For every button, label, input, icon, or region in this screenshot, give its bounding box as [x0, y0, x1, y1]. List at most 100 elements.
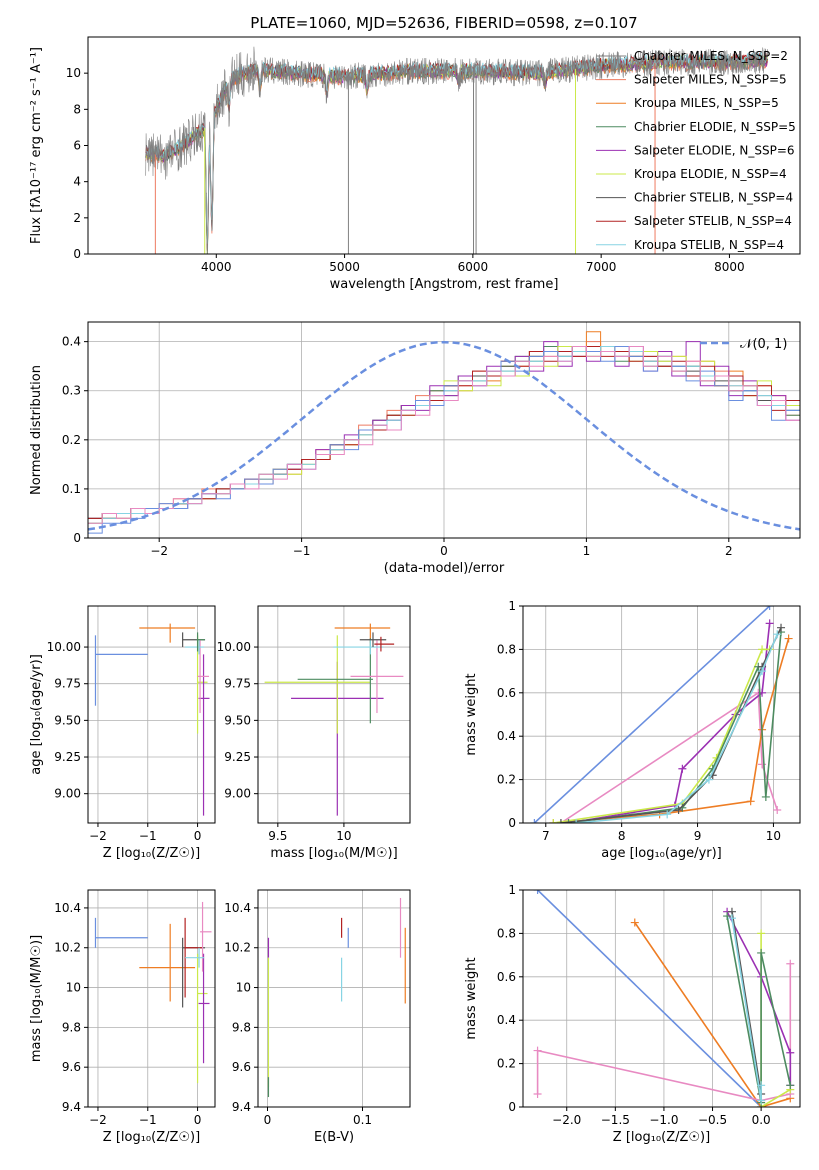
- y-tick-label: 0: [508, 1100, 516, 1114]
- y-tick-label: 2: [73, 211, 81, 225]
- x-tick-label: −2: [89, 829, 107, 843]
- plot-frame: [522, 889, 801, 1108]
- legend-label: Kroupa MILES, N_SSP=5: [634, 96, 779, 110]
- weight-marker: [678, 764, 687, 773]
- weight-marker: [773, 805, 782, 814]
- x-tick-label: −1: [139, 1113, 157, 1127]
- x-tick-label: 9: [694, 829, 702, 843]
- weight-marker: [761, 792, 770, 801]
- y-tick-label: 10.2: [224, 941, 251, 955]
- x-tick-label: 8000: [714, 260, 745, 274]
- chart-title: PLATE=1060, MJD=52636, FIBERID=0598, z=0…: [250, 14, 637, 32]
- y-tick-label: 0.4: [62, 335, 81, 349]
- legend-label: Salpeter STELIB, N_SSP=4: [634, 214, 792, 228]
- weight-marker: [757, 929, 766, 938]
- x-tick-label: −1.0: [649, 1113, 678, 1127]
- x-tick-label: 0: [194, 1113, 202, 1127]
- y-tick-label: 10: [66, 66, 81, 80]
- y-tick-label: 4: [73, 175, 81, 189]
- weight-line: [533, 606, 771, 823]
- errorbar-group: [94, 901, 212, 1084]
- x-tick-label: −1: [293, 544, 311, 558]
- y-tick-label: 8: [73, 102, 81, 116]
- histogram-series: [88, 346, 800, 524]
- x-axis-label: age [log₁₀(age/yr)]: [601, 846, 722, 861]
- y-tick-label: 9.6: [62, 1060, 81, 1074]
- x-tick-label: −1.5: [601, 1113, 630, 1127]
- weight-line: [568, 623, 771, 823]
- y-tick-label: 0.8: [497, 926, 516, 940]
- weight-marker: [564, 819, 573, 823]
- y-tick-label: 10.00: [217, 640, 251, 654]
- y-tick-label: 9.8: [62, 1020, 81, 1034]
- legend-label: Chabrier ELODIE, N_SSP=5: [634, 120, 796, 134]
- plot-frame: [87, 321, 801, 539]
- x-axis-label: mass [log₁₀(M/M☉)]: [270, 846, 397, 861]
- histogram-series: [88, 346, 800, 524]
- weight-marker: [727, 914, 736, 923]
- x-tick-label: −2.0: [552, 1113, 581, 1127]
- y-tick-label: 0.4: [497, 729, 516, 743]
- x-tick-label: 0.1: [353, 1113, 372, 1127]
- weight-marker: [757, 1096, 766, 1105]
- errorbar-group: [264, 623, 404, 816]
- y-tick-label: 9.25: [224, 750, 251, 764]
- y-tick-label: 10: [236, 981, 251, 995]
- weight-marker: [533, 890, 542, 894]
- x-axis-label: (data-model)/error: [384, 561, 505, 576]
- weight-marker: [773, 630, 782, 639]
- spectrum-data-line: [145, 46, 768, 254]
- y-tick-label: 10.4: [224, 901, 251, 915]
- weight-lines: [530, 606, 793, 823]
- x-tick-label: 1: [583, 544, 591, 558]
- y-tick-label: 10.00: [47, 640, 81, 654]
- weight-line: [726, 911, 792, 1086]
- x-tick-label: −2: [150, 544, 168, 558]
- histogram-series: [88, 341, 800, 519]
- x-tick-label: 2: [725, 544, 733, 558]
- x-tick-label: 0.0: [752, 1113, 771, 1127]
- y-tick-label: 0.1: [62, 482, 81, 496]
- y-tick-label: 9.75: [54, 677, 81, 691]
- legend-label: Salpeter MILES, N_SSP=5: [634, 73, 787, 87]
- y-tick-label: 9.00: [224, 787, 251, 801]
- weight-marker: [549, 819, 558, 823]
- x-axis-label: Z [log₁₀(Z/Z☉)]: [613, 1130, 710, 1145]
- weight-marker: [674, 805, 683, 814]
- weight-marker: [572, 819, 581, 823]
- y-tick-label: 0.2: [62, 433, 81, 447]
- x-tick-label: 0: [264, 1113, 272, 1127]
- y-tick-label: 0.2: [497, 1057, 516, 1071]
- y-tick-label: 10.2: [54, 941, 81, 955]
- histogram-series: [88, 346, 800, 519]
- legend-label: Kroupa ELODIE, N_SSP=4: [634, 167, 787, 181]
- y-tick-label: 6: [73, 139, 81, 153]
- y-axis-label: mass weight: [464, 673, 479, 755]
- weight-marker: [757, 1081, 766, 1090]
- y-axis-label: Normed distribution: [29, 365, 44, 495]
- y-tick-label: 10.4: [54, 901, 81, 915]
- y-tick-label: 1: [508, 883, 516, 897]
- errorbar-group: [267, 897, 406, 1098]
- histogram-series: [88, 346, 800, 519]
- weight-line: [560, 627, 782, 823]
- weight-marker: [556, 819, 565, 823]
- x-tick-label: 10: [336, 829, 351, 843]
- weight-marker: [786, 959, 795, 968]
- y-tick-label: 0: [508, 816, 516, 830]
- y-tick-label: 0: [73, 247, 81, 261]
- y-axis-label: mass [log₁₀(M/M☉)]: [29, 935, 44, 1062]
- histogram-series: [88, 341, 800, 519]
- y-tick-label: 9.50: [224, 713, 251, 727]
- y-tick-label: 10: [66, 981, 81, 995]
- plot-frame: [87, 889, 216, 1108]
- x-tick-label: 0: [440, 544, 448, 558]
- y-tick-label: 0.2: [497, 773, 516, 787]
- weight-marker: [784, 634, 793, 643]
- weight-marker: [630, 918, 639, 927]
- y-axis-label: age [log₁₀(age/yr)]: [29, 654, 44, 775]
- x-axis-label: Z [log₁₀(Z/Z☉)]: [103, 846, 200, 861]
- weight-marker: [786, 1048, 795, 1057]
- x-tick-label: 7000: [586, 260, 617, 274]
- legend-label: Kroupa STELIB, N_SSP=4: [634, 238, 784, 252]
